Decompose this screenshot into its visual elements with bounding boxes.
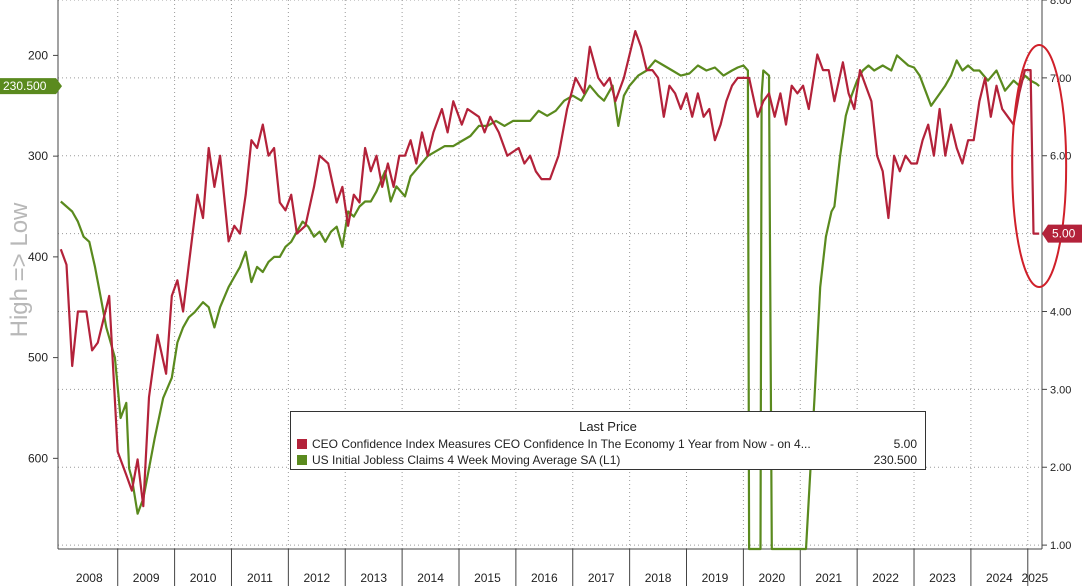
right-last-value-label: 5.00 xyxy=(1052,227,1076,241)
x-tick-label: 2024 xyxy=(986,571,1013,585)
legend-swatch-green xyxy=(297,455,307,465)
x-tick-label: 2018 xyxy=(645,571,672,585)
x-tick-label: 2023 xyxy=(929,571,956,585)
left-tick-label: 300 xyxy=(28,149,48,163)
x-tick-label: 2014 xyxy=(417,571,444,585)
left-tick-label: 600 xyxy=(28,451,48,465)
highlight-ellipse xyxy=(1011,44,1068,288)
y-axis-label: High => Low xyxy=(6,202,33,337)
x-tick-label: 2025 xyxy=(1022,571,1049,585)
left-tick-label: 500 xyxy=(28,351,48,365)
x-tick-label: 2009 xyxy=(133,571,160,585)
right-tick-label: 1.00 xyxy=(1050,540,1071,552)
x-tick-label: 2020 xyxy=(758,571,785,585)
x-tick-label: 2011 xyxy=(247,571,273,585)
x-tick-label: 2013 xyxy=(360,571,387,585)
jobless-claims-line xyxy=(60,54,1040,551)
last-value-tags: 230.500 5.00 xyxy=(0,78,1082,243)
right-tick-label: 3.00 xyxy=(1050,384,1071,396)
legend-item-jobless-claims: US Initial Jobless Claims 4 Week Moving … xyxy=(297,452,917,468)
x-tick-label: 2016 xyxy=(531,571,558,585)
legend-header: Last Price xyxy=(579,419,637,434)
x-tick-label: 2019 xyxy=(702,571,729,585)
x-tick-label: 2010 xyxy=(190,571,217,585)
right-tick-label: 8.00 xyxy=(1050,0,1071,7)
legend-label: US Initial Jobless Claims 4 Week Moving … xyxy=(312,453,621,467)
left-tick-label: 400 xyxy=(28,250,48,264)
right-tick-label: 4.00 xyxy=(1050,306,1071,318)
left-axis-ticks: 200 300 400 500 600 xyxy=(28,48,58,465)
legend-value: 5.00 xyxy=(893,437,917,451)
x-axis-ticks: 2008 2009 2010 2011 2012 2013 2014 2015 2016 2017… xyxy=(76,549,1049,586)
legend-item-ceo-confidence: CEO Confidence Index Measures CEO Confid… xyxy=(297,436,917,452)
legend-value: 230.500 xyxy=(873,453,917,467)
right-last-value-tag xyxy=(1042,224,1082,243)
x-tick-label: 2017 xyxy=(588,571,615,585)
left-last-value-label: 230.500 xyxy=(3,79,47,93)
x-tick-label: 2022 xyxy=(872,571,899,585)
ceo-confidence-line xyxy=(59,30,1040,508)
left-last-value-tag xyxy=(0,78,62,95)
annotations xyxy=(1011,44,1068,288)
legend-swatch-red xyxy=(297,439,307,449)
right-tick-label: 6.00 xyxy=(1050,151,1071,163)
right-axis-ticks: 1.002.003.004.005.006.007.008.00 xyxy=(1042,0,1071,552)
grid-lines xyxy=(58,0,1042,549)
right-tick-label: 7.00 xyxy=(1050,73,1071,85)
legend-label: CEO Confidence Index Measures CEO Confid… xyxy=(312,437,811,451)
right-tick-label: 2.00 xyxy=(1050,462,1071,474)
left-tick-label: 200 xyxy=(28,48,48,62)
x-tick-label: 2021 xyxy=(815,571,842,585)
x-tick-label: 2008 xyxy=(76,571,103,585)
series-lines xyxy=(59,30,1040,551)
x-tick-label: 2015 xyxy=(474,571,501,585)
legend: Last Price CEO Confidence Index Measures… xyxy=(290,411,926,470)
x-tick-label: 2012 xyxy=(303,571,330,585)
axes xyxy=(57,0,1043,550)
